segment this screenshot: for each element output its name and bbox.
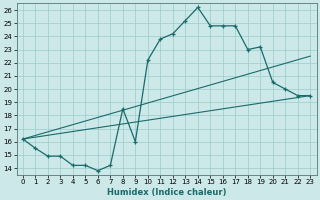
X-axis label: Humidex (Indice chaleur): Humidex (Indice chaleur): [107, 188, 226, 197]
